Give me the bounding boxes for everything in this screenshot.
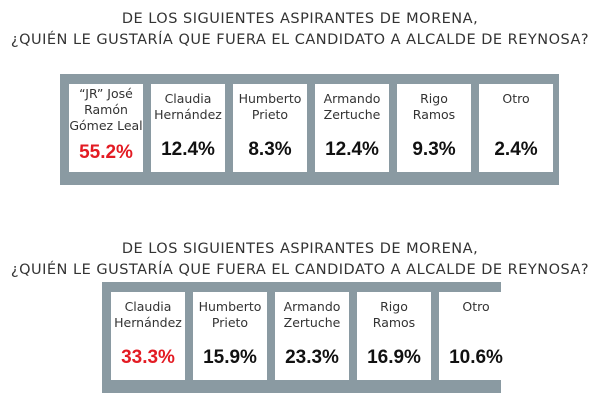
candidate-name: Otro <box>439 292 513 315</box>
candidate-name: Armando Zertuche <box>315 84 389 123</box>
candidate-name: Otro <box>479 84 553 107</box>
candidate-name: Humberto Prieto <box>193 292 267 331</box>
candidate-name-line: Ramos <box>412 107 456 122</box>
candidate-value: 12.4% <box>161 139 215 160</box>
candidate-value: 33.3% <box>121 347 175 368</box>
candidate-name-line: Humberto <box>238 91 302 106</box>
candidate-name-line: Prieto <box>251 107 289 122</box>
poll-2-title-line1: DE LOS SIGUIENTES ASPIRANTES DE MORENA, <box>121 241 479 257</box>
candidate-name-line: Otro <box>502 91 530 106</box>
candidate-value: 16.9% <box>367 347 421 368</box>
candidate-value: 8.3% <box>248 139 292 160</box>
candidate-name: Claudia Hernández <box>151 84 225 123</box>
candidate-value: 9.3% <box>412 139 456 160</box>
candidate-card-rigo: Rigo Ramos 9.3% <box>397 84 471 172</box>
candidate-card-claudia: Claudia Hernández 33.3% <box>111 292 185 380</box>
candidate-name-line: Ramos <box>372 315 416 330</box>
candidate-name-line: Otro <box>462 299 490 314</box>
candidate-name-line: Claudia <box>164 91 212 106</box>
candidate-value: 23.3% <box>285 347 339 368</box>
candidate-card-jr: “JR” José Ramón Gómez Leal 55.2% <box>69 84 143 172</box>
candidate-value: 15.9% <box>203 347 257 368</box>
candidate-card-armando: Armando Zertuche 12.4% <box>315 84 389 172</box>
candidate-value: 12.4% <box>325 139 379 160</box>
poll-2-title: DE LOS SIGUIENTES ASPIRANTES DE MORENA, … <box>0 230 600 281</box>
candidate-value: 2.4% <box>494 139 538 160</box>
candidate-name-line: Hernández <box>114 315 182 330</box>
poll-1-title-line1: DE LOS SIGUIENTES ASPIRANTES DE MORENA, <box>121 11 479 27</box>
candidate-name: “JR” José Ramón Gómez Leal <box>69 84 143 134</box>
candidate-name-line: Claudia <box>124 299 172 314</box>
candidate-name-line: Humberto <box>198 299 262 314</box>
candidate-name-line: Ramón <box>84 102 128 117</box>
candidate-name-line: Zertuche <box>283 315 341 330</box>
candidate-name-line: Gómez Leal <box>69 118 143 133</box>
poll-1: DE LOS SIGUIENTES ASPIRANTES DE MORENA, … <box>0 0 600 185</box>
candidate-name: Rigo Ramos <box>357 292 431 331</box>
candidate-card-otro: Otro 10.6% <box>439 292 513 380</box>
candidate-name-line: Zertuche <box>323 107 381 122</box>
candidate-name: Rigo Ramos <box>397 84 471 123</box>
candidate-name: Armando Zertuche <box>275 292 349 331</box>
candidate-name-line: Rigo <box>420 91 448 106</box>
candidate-card-claudia: Claudia Hernández 12.4% <box>151 84 225 172</box>
candidate-value: 55.2% <box>79 142 133 163</box>
candidate-name-line: Rigo <box>380 299 408 314</box>
candidate-card-humberto: Humberto Prieto 15.9% <box>193 292 267 380</box>
poll-1-panel: “JR” José Ramón Gómez Leal 55.2% Claudia… <box>60 74 559 185</box>
candidate-name: Claudia Hernández <box>111 292 185 331</box>
candidate-card-rigo: Rigo Ramos 16.9% <box>357 292 431 380</box>
poll-2-title-line2: ¿QUIÉN LE GUSTARÍA QUE FUERA EL CANDIDAT… <box>10 262 590 278</box>
candidate-name: Humberto Prieto <box>233 84 307 123</box>
candidate-card-otro: Otro 2.4% <box>479 84 553 172</box>
poll-1-title: DE LOS SIGUIENTES ASPIRANTES DE MORENA, … <box>0 0 600 51</box>
candidate-name-line: Prieto <box>211 315 249 330</box>
candidate-name-line: Armando <box>283 299 341 314</box>
candidate-name-line: “JR” José <box>79 86 133 101</box>
poll-2-panel: Claudia Hernández 33.3% Humberto Prieto … <box>102 282 513 393</box>
poll-1-title-line2: ¿QUIÉN LE GUSTARÍA QUE FUERA EL CANDIDAT… <box>10 32 590 48</box>
candidate-name-line: Armando <box>323 91 381 106</box>
candidate-name-line: Hernández <box>154 107 222 122</box>
candidate-value: 10.6% <box>449 347 503 368</box>
poll-2: DE LOS SIGUIENTES ASPIRANTES DE MORENA, … <box>0 230 600 393</box>
candidate-card-armando: Armando Zertuche 23.3% <box>275 292 349 380</box>
candidate-card-humberto: Humberto Prieto 8.3% <box>233 84 307 172</box>
